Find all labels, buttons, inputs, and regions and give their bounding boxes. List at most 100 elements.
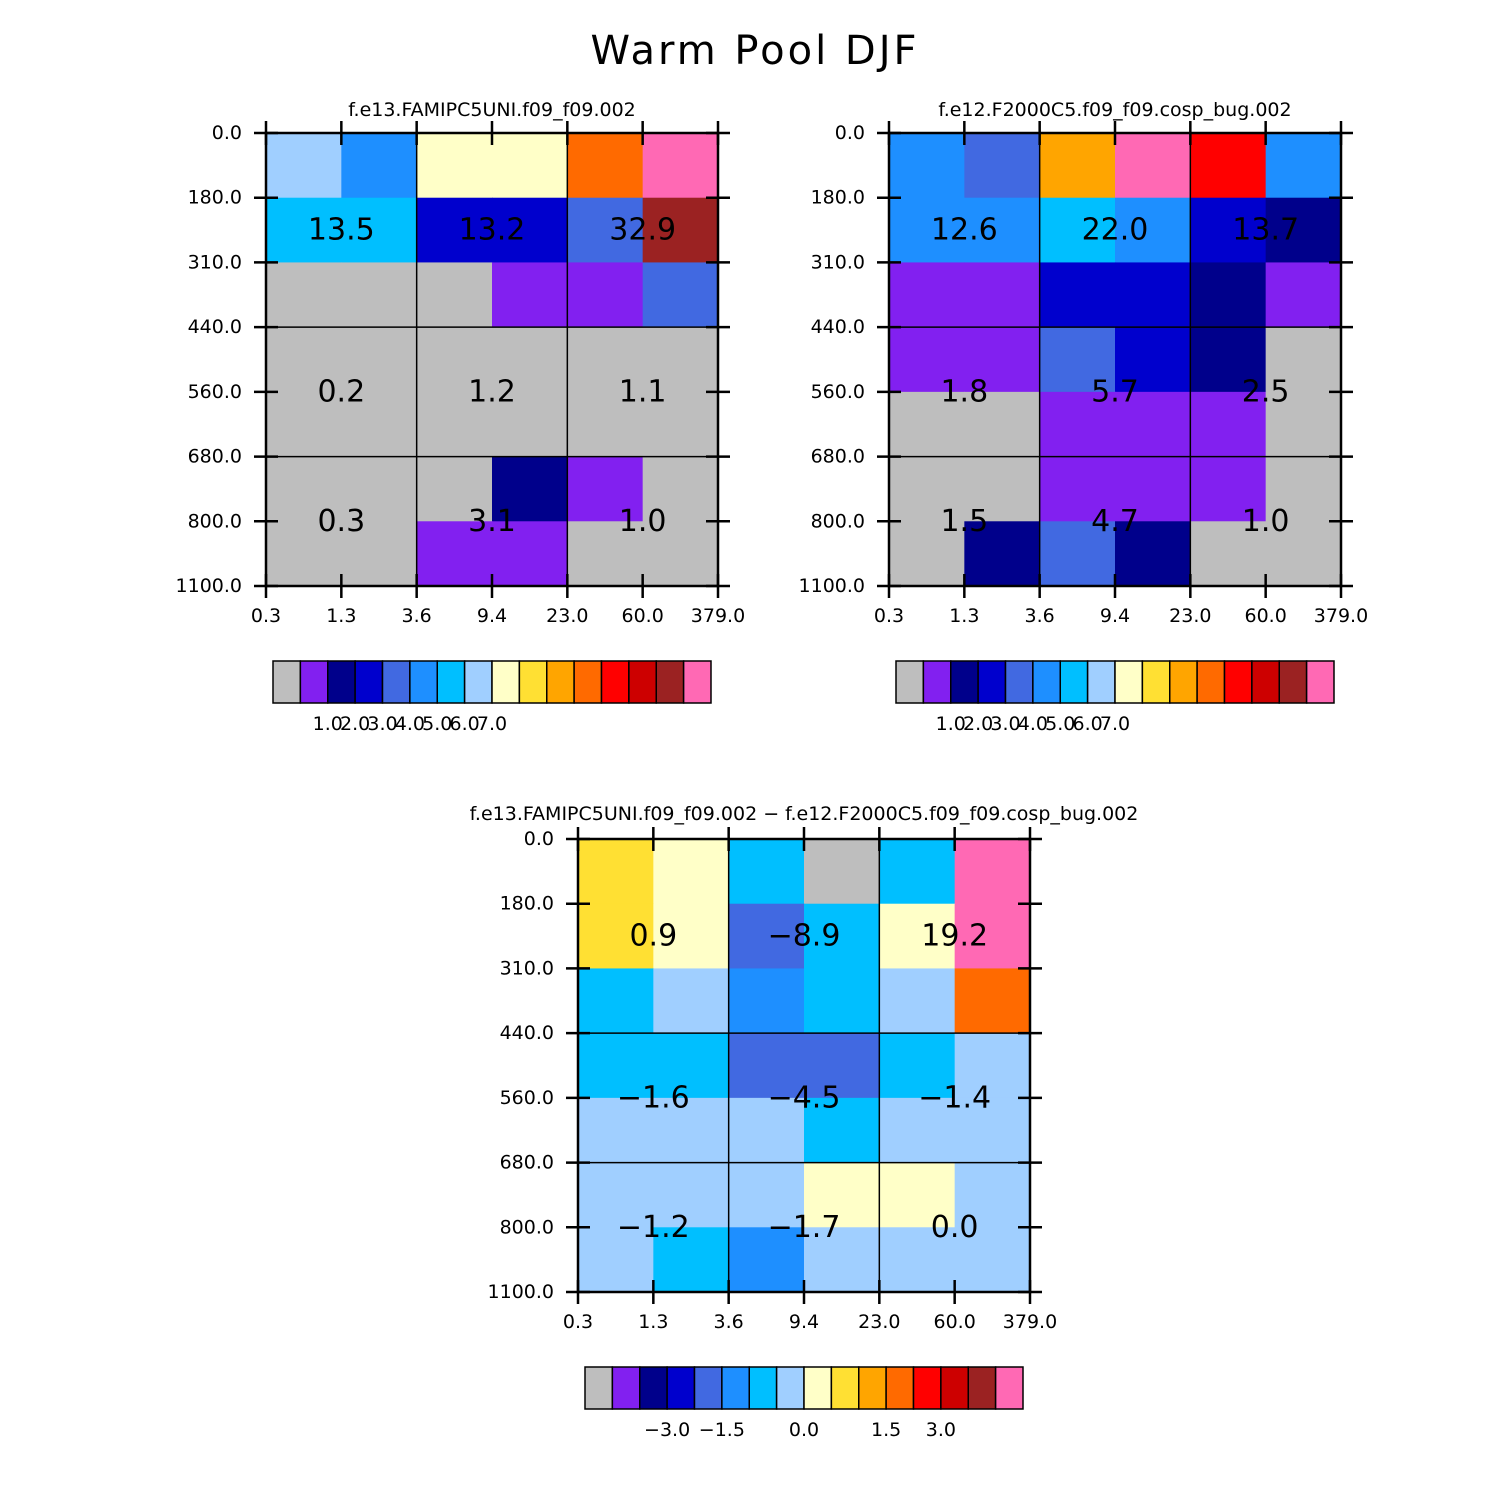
- heatmap-cell: [804, 968, 880, 1034]
- x-tick-label: 9.4: [477, 605, 507, 627]
- heatmap-cell: [266, 327, 342, 393]
- heatmap-cell: [492, 197, 568, 264]
- y-tick-label: 0.0: [212, 122, 242, 144]
- colorbar-tick-label: 4.0: [1018, 713, 1048, 735]
- heatmap-cell: [889, 327, 965, 393]
- colorbar-swatch: [518, 660, 548, 704]
- colorbar-swatch: [573, 660, 603, 704]
- heatmap-cell: [879, 1097, 956, 1164]
- x-tick-label: 3.6: [714, 1311, 744, 1333]
- heatmap-cell: [964, 327, 1041, 393]
- colorbar-swatch: [666, 1366, 696, 1410]
- heatmap-cell: [653, 1097, 730, 1164]
- heatmap-cell: [1265, 521, 1342, 587]
- colorbar-swatch: [1278, 660, 1308, 704]
- heatmap-cell: [578, 903, 654, 970]
- panel-title: f.e12.F2000C5.f09_f09.cosp_bug.002: [938, 99, 1291, 121]
- cell-value-label: 1.1: [619, 374, 667, 409]
- colorbar-tick-label: 2.0: [340, 713, 370, 735]
- heatmap-cell: [567, 327, 644, 393]
- colorbar-swatch: [977, 660, 1007, 704]
- colorbar-tick-label: 3.0: [990, 713, 1020, 735]
- heatmap-cell: [889, 197, 965, 264]
- heatmap-cell: [954, 968, 1031, 1034]
- heatmap-cell: [804, 1033, 880, 1099]
- heatmap-cell: [653, 1033, 730, 1099]
- y-tick-label: 1100.0: [176, 575, 242, 597]
- cell-value-label: −8.9: [768, 919, 841, 954]
- colorbar-swatch: [327, 660, 356, 704]
- colorbar-swatch: [885, 1366, 915, 1410]
- y-tick-label: 180.0: [188, 187, 242, 209]
- heatmap-cell: [642, 391, 719, 458]
- x-tick-label: 23.0: [858, 1311, 900, 1333]
- heatmap-cell: [1039, 197, 1116, 264]
- heatmap-cell: [341, 391, 418, 458]
- colorbar-tick-label: 1.5: [871, 1419, 901, 1441]
- heatmap-cell: [341, 133, 418, 199]
- heatmap-cell: [1265, 262, 1342, 328]
- x-tick-label: 0.3: [251, 605, 281, 627]
- heatmap-cell: [1190, 262, 1267, 328]
- heatmap-cell: [567, 391, 644, 458]
- heatmap-cell: [1039, 391, 1116, 458]
- heatmap-cell: [642, 262, 719, 328]
- heatmap-cell: [964, 133, 1041, 199]
- heatmap-cell: [964, 456, 1041, 522]
- chart-panel-2: f.e12.F2000C5.f09_f09.cosp_bug.002 12.6 22…: [799, 99, 1369, 735]
- heatmap-cell: [728, 1097, 805, 1164]
- heatmap-cell: [1190, 327, 1267, 393]
- heatmap-cell: [341, 262, 418, 328]
- heatmap-cell: [889, 456, 965, 522]
- heatmap-cell: [578, 1162, 654, 1228]
- heatmap-cell: [964, 521, 1041, 587]
- heatmap-cell: [341, 197, 418, 264]
- colorbar-swatch: [272, 660, 302, 704]
- heatmap-cell: [1039, 133, 1116, 199]
- heatmap-cell: [889, 521, 965, 587]
- heatmap-cell: [1190, 456, 1267, 522]
- heatmap-cell: [1115, 327, 1191, 393]
- cell-value-label: 13.5: [308, 213, 375, 248]
- heatmap-cell: [1039, 521, 1116, 587]
- heatmap-cell: [567, 197, 644, 264]
- heatmap-cell: [1039, 456, 1116, 522]
- heatmap-cell: [879, 839, 956, 905]
- y-tick-label: 440.0: [500, 1022, 554, 1044]
- x-tick-label: 0.3: [874, 605, 904, 627]
- cell-value-label: 13.7: [1232, 213, 1299, 248]
- colorbar-swatch: [922, 660, 952, 704]
- x-tick-label: 9.4: [1100, 605, 1130, 627]
- colorbar-swatch: [895, 660, 925, 704]
- colorbar-tick-label: 5.0: [1045, 713, 1075, 735]
- colorbar-swatch: [655, 660, 685, 704]
- heatmap-cell: [416, 521, 493, 587]
- heatmap-cell: [578, 839, 654, 905]
- y-tick-label: 800.0: [500, 1216, 554, 1238]
- colorbar-swatch: [967, 1366, 997, 1410]
- colorbar-tick-label: −1.5: [699, 1419, 745, 1441]
- x-tick-label: 1.3: [326, 605, 356, 627]
- heatmap-cell: [416, 133, 493, 199]
- colorbar-swatch: [858, 1366, 887, 1410]
- colorbar-swatch: [1223, 660, 1253, 704]
- heatmap-cell: [804, 1097, 880, 1164]
- heatmap-cell: [653, 839, 730, 905]
- x-tick-label: 9.4: [789, 1311, 819, 1333]
- colorbar-tick-label: 3.0: [926, 1419, 956, 1441]
- colorbar-swatch: [775, 1366, 805, 1410]
- x-tick-label: 379.0: [1003, 1311, 1057, 1333]
- heatmap-cell: [642, 521, 719, 587]
- colorbar-swatch: [1196, 660, 1226, 704]
- heatmap-cell: [642, 197, 719, 264]
- heatmap-cell: [653, 903, 730, 970]
- colorbar-swatch: [721, 1366, 750, 1410]
- heatmap-cell: [954, 1227, 1031, 1293]
- cell-value-label: 0.0: [931, 1210, 979, 1245]
- y-tick-label: 680.0: [811, 446, 865, 468]
- heatmap-cell: [1190, 133, 1267, 199]
- colorbar-swatch: [639, 1366, 668, 1410]
- heatmap-cell: [492, 262, 568, 328]
- colorbar-swatch: [748, 1366, 778, 1410]
- heatmap-cell: [653, 1227, 730, 1293]
